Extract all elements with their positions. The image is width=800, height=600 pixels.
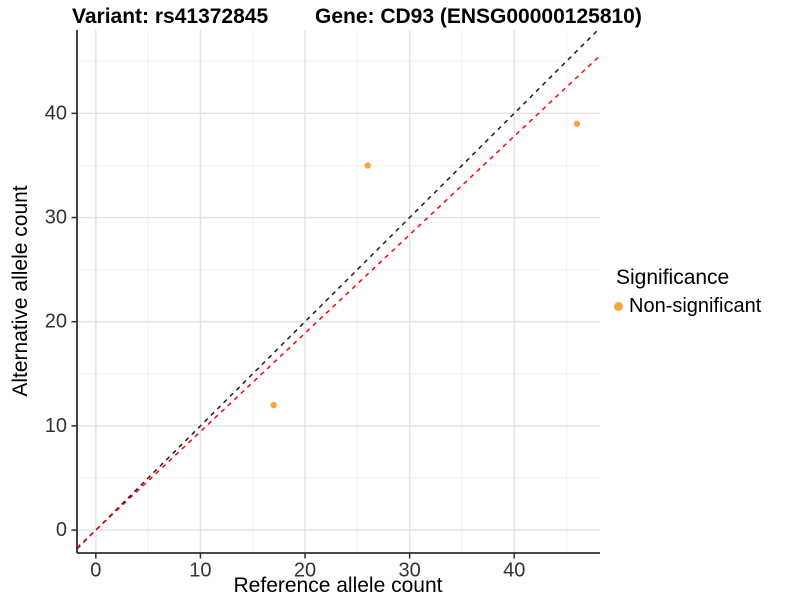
x-tick-label: 30 (399, 560, 421, 582)
legend-title: Significance (616, 266, 730, 289)
regression-fit-line (77, 54, 600, 549)
x-tick-label: 10 (189, 560, 211, 582)
data-point (573, 120, 581, 127)
y-tick-label: 10 (45, 415, 67, 437)
y-tick-label: 30 (45, 207, 67, 229)
legend-point-swatch-icon (614, 302, 623, 311)
data-point (364, 162, 371, 169)
legend-item: Non-significant (612, 295, 761, 318)
x-axis-title: Reference allele count (233, 574, 443, 597)
legend: Significance Non-significant (612, 266, 761, 318)
identity-line (77, 30, 599, 550)
y-tick-label: 40 (45, 102, 67, 124)
gene-title: Gene: CD93 (ENSG00000125810) (315, 5, 642, 28)
y-tick-label: 20 (45, 311, 67, 333)
x-tick-label: 20 (294, 560, 316, 582)
y-tick-label: 0 (56, 519, 67, 541)
x-tick-label: 0 (90, 560, 101, 582)
x-tick-label: 40 (503, 560, 525, 582)
data-point (270, 401, 277, 409)
variant-title: Variant: rs41372845 (72, 5, 269, 28)
legend-item-label: Non-significant (629, 295, 762, 317)
y-axis-title: Alternative allele count (9, 185, 32, 397)
